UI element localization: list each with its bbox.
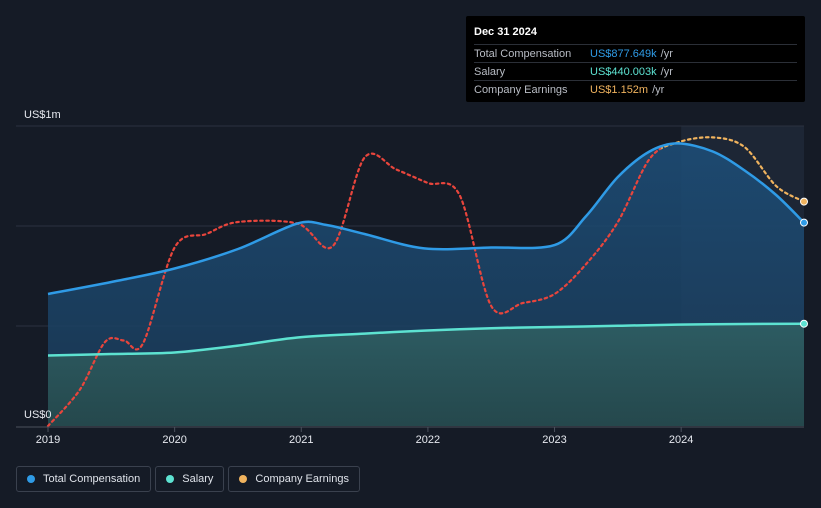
tooltip-row-company-earnings: Company Earnings US$1.152m /yr xyxy=(474,80,797,98)
y-axis-top-label: US$1m xyxy=(24,109,61,121)
legend-dot-icon xyxy=(166,475,175,483)
x-tick-label: 2023 xyxy=(542,434,566,446)
salary-area xyxy=(48,323,804,426)
x-tick-label: 2021 xyxy=(289,434,313,446)
legend-dot-icon xyxy=(27,475,35,483)
y-axis-bottom-label: US$0 xyxy=(24,409,52,421)
x-tick-label: 2019 xyxy=(36,434,60,446)
salary-line xyxy=(47,322,805,357)
total-compensation-end-marker xyxy=(800,218,808,227)
salary-end-marker xyxy=(800,319,808,328)
tooltip-label: Company Earnings xyxy=(474,83,568,96)
tooltip-value: US$440.003k xyxy=(590,65,657,78)
company-earnings-line xyxy=(46,147,662,428)
x-tick-label: 2022 xyxy=(416,434,440,446)
tooltip-label: Total Compensation xyxy=(474,47,572,60)
tooltip-date: Dec 31 2024 xyxy=(474,26,537,38)
legend-label: Salary xyxy=(182,473,214,485)
tooltip-unit: /yr xyxy=(660,65,673,78)
total-compensation-line xyxy=(47,142,805,296)
legend-item-salary[interactable]: Salary xyxy=(155,466,225,492)
tooltip-value: US$1.152m xyxy=(590,83,649,96)
legend-label: Total Compensation xyxy=(43,473,141,485)
tooltip: Dec 31 2024 Total Compensation US$877.64… xyxy=(466,16,805,102)
legend-item-company-earnings[interactable]: Company Earnings xyxy=(228,466,360,492)
tooltip-unit: /yr xyxy=(660,47,673,60)
tooltip-label: Salary xyxy=(474,65,506,78)
x-tick-label: 2024 xyxy=(669,434,693,446)
legend-item-total-compensation[interactable]: Total Compensation xyxy=(16,466,152,492)
tooltip-unit: /yr xyxy=(652,83,665,96)
tooltip-row-salary: Salary US$440.003k /yr xyxy=(474,62,797,80)
company-earnings-end-marker xyxy=(800,197,808,206)
tooltip-value: US$877.649k xyxy=(590,47,657,60)
legend-label: Company Earnings xyxy=(255,473,349,485)
x-tick-label: 2020 xyxy=(162,434,186,446)
legend-dot-icon xyxy=(239,475,248,483)
tooltip-row-total-compensation: Total Compensation US$877.649k /yr xyxy=(474,44,797,62)
legend: Total Compensation Salary Company Earnin… xyxy=(16,466,360,492)
